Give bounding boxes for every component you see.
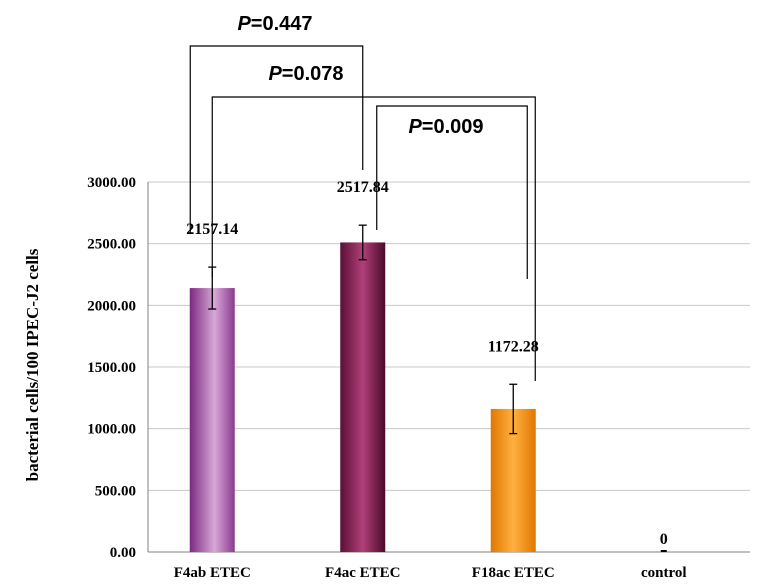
significance-bracket xyxy=(189,45,364,234)
y-tick-labels: 0.00 500.00 1000.00 1500.00 2000.00 2500.00 30… xyxy=(87,175,136,561)
y-axis-label: bacterial cells/100 IPEC-J2 cells xyxy=(23,248,42,481)
data-label: 0 xyxy=(660,531,668,548)
gridlines xyxy=(148,181,750,491)
category-label: F4ab ETEC xyxy=(174,565,251,581)
y-tick-label: 1000.00 xyxy=(87,422,136,438)
bar xyxy=(189,288,235,552)
bars xyxy=(189,242,667,552)
bar xyxy=(340,242,386,552)
category-labels: F4ab ETEC F4ac ETEC F18ac ETEC control xyxy=(174,565,687,581)
y-tick-label: 1500.00 xyxy=(87,360,136,376)
category-label: F4ac ETEC xyxy=(325,565,400,581)
significance-bracket xyxy=(376,105,528,279)
y-tick-label: 2500.00 xyxy=(87,237,136,253)
p-value-label: P=0.447 xyxy=(237,13,312,35)
y-tick-label: 2000.00 xyxy=(87,298,136,314)
category-label: F18ac ETEC xyxy=(472,565,555,581)
data-label: 1172.28 xyxy=(488,338,539,355)
y-tick-label: 3000.00 xyxy=(87,175,136,191)
p-value-label: P=0.009 xyxy=(408,116,483,138)
y-tick-label: 0.00 xyxy=(110,545,136,561)
bar xyxy=(660,550,667,552)
y-tick-label: 500.00 xyxy=(95,483,136,499)
axes xyxy=(147,182,750,553)
data-label: 2517.84 xyxy=(337,179,389,196)
p-value-label: P=0.078 xyxy=(268,63,343,85)
significance-bracket xyxy=(211,96,536,381)
significance-brackets: P=0.447 P=0.078 P=0.009 xyxy=(189,13,536,381)
category-label: control xyxy=(641,565,687,581)
